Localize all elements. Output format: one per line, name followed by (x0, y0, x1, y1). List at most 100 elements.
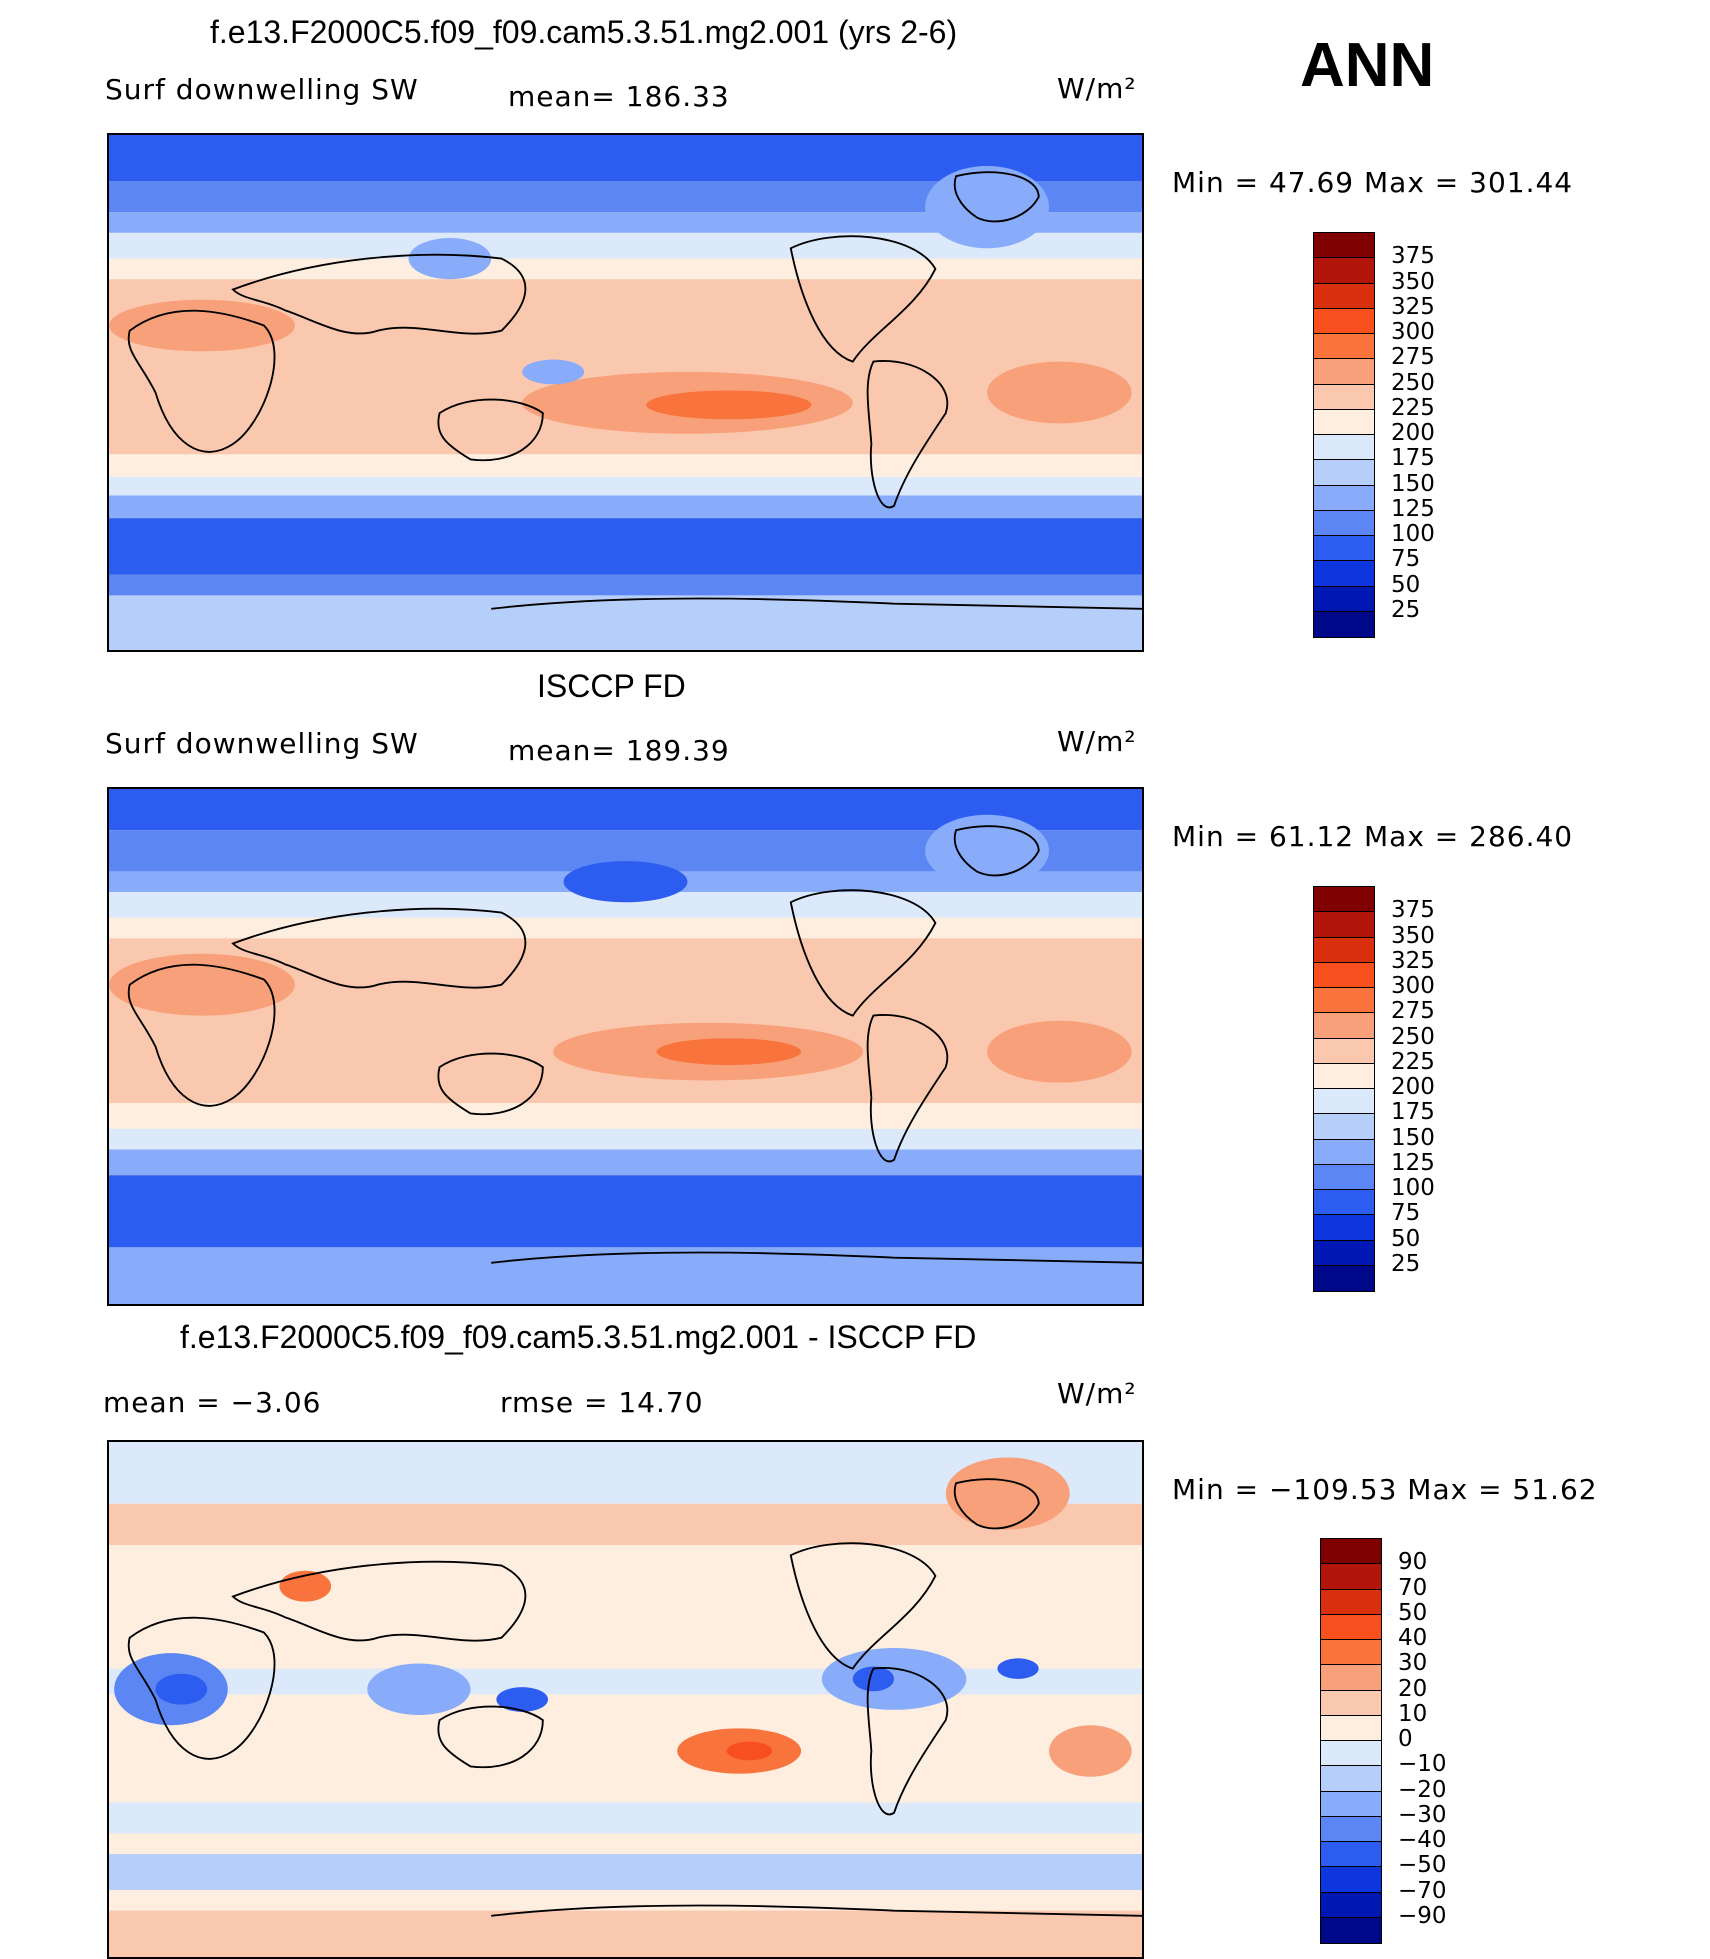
colorbar-swatch (1314, 1215, 1374, 1241)
colorbar-swatch (1314, 1139, 1374, 1165)
colorbar-swatch (1314, 435, 1374, 461)
colorbar-swatch (1321, 1917, 1381, 1943)
panel-diff-title: f.e13.F2000C5.f09_f09.cam5.3.51.mg2.001 … (180, 1319, 977, 1355)
colorbar-tick-label: 325 (1391, 293, 1435, 320)
colorbar-tick-label: −90 (1398, 1902, 1447, 1929)
colorbar-swatch (1314, 962, 1374, 988)
colorbar-tick-label: 125 (1391, 1149, 1435, 1176)
colorbar-swatch (1314, 334, 1374, 360)
colorbar-tick-label: 150 (1391, 1124, 1435, 1151)
colorbar-tick-label: 225 (1391, 394, 1435, 421)
colorbar-tick-label: 350 (1391, 268, 1435, 295)
colorbar-swatch (1314, 409, 1374, 435)
panel-diff-rmse-label: rmse = 14.70 (500, 1386, 704, 1419)
colorbar-tick-label: 275 (1391, 344, 1435, 371)
colorbar-swatch (1321, 1589, 1381, 1615)
colorbar-swatch (1314, 384, 1374, 410)
colorbar-swatch (1321, 1766, 1381, 1792)
colorbar-tick-label: 125 (1391, 495, 1435, 522)
panel-model-mean-label: mean= 186.33 (508, 80, 730, 113)
colorbar-tick-label: 325 (1391, 947, 1435, 974)
colorbar-swatch (1321, 1741, 1381, 1767)
colorbar-swatch (1314, 460, 1374, 486)
panel-obs-minmax: Min = 61.12 Max = 286.40 (1172, 820, 1574, 853)
colorbar-swatch (1314, 887, 1374, 913)
colorbar-tick-label: 200 (1391, 1074, 1435, 1100)
map-obs (107, 787, 1144, 1306)
colorbar-swatch (1321, 1614, 1381, 1640)
colorbar-swatch (1321, 1539, 1381, 1565)
colorbar-tick-label: 100 (1391, 1175, 1435, 1201)
colorbar-swatch (1321, 1791, 1381, 1817)
colorbar-tick-label: 300 (1391, 319, 1435, 345)
colorbar-tick-label: 375 (1391, 897, 1435, 924)
panel-diff-colorbar (1320, 1538, 1382, 1944)
colorbar-tick-label: 350 (1391, 922, 1435, 949)
colorbar-swatch (1314, 1114, 1374, 1140)
colorbar-tick-label: 150 (1391, 470, 1435, 497)
map-diff (107, 1440, 1144, 1959)
colorbar-swatch (1314, 1164, 1374, 1190)
panel-model-title: f.e13.F2000C5.f09_f09.cam5.3.51.mg2.001 … (210, 14, 958, 50)
panel-obs-colorbar-ticks: 375 350 325 300 275 250 225 200 175 150 125 100 75 50… (1391, 886, 1511, 1290)
colorbar-tick-label: −30 (1398, 1801, 1447, 1828)
colorbar-swatch (1314, 485, 1374, 511)
colorbar-swatch (1321, 1640, 1381, 1666)
colorbar-swatch (1314, 988, 1374, 1014)
colorbar-tick-label: 70 (1398, 1574, 1428, 1601)
colorbar-tick-label: 175 (1391, 1099, 1435, 1126)
colorbar-tick-label: 200 (1391, 420, 1435, 446)
colorbar-swatch (1314, 1089, 1374, 1115)
colorbar-tick-label: 75 (1391, 1200, 1421, 1227)
map-obs-field (109, 789, 1142, 1304)
panel-obs-colorbar (1313, 886, 1375, 1292)
colorbar-swatch (1314, 561, 1374, 587)
colorbar-swatch (1321, 1892, 1381, 1918)
panel-obs-title: ISCCP FD (537, 668, 686, 704)
colorbar-swatch (1321, 1665, 1381, 1691)
colorbar-swatch (1314, 1063, 1374, 1089)
colorbar-tick-label: 50 (1398, 1599, 1428, 1626)
colorbar-tick-label: 275 (1391, 998, 1435, 1025)
colorbar-swatch (1321, 1564, 1381, 1590)
colorbar-swatch (1314, 308, 1374, 334)
panel-model-minmax: Min = 47.69 Max = 301.44 (1172, 166, 1574, 199)
colorbar-swatch (1314, 536, 1374, 562)
colorbar-swatch (1314, 1190, 1374, 1216)
colorbar-tick-label: 75 (1391, 546, 1421, 573)
colorbar-swatch (1321, 1867, 1381, 1893)
colorbar-tick-label: 175 (1391, 445, 1435, 472)
colorbar-swatch (1314, 1240, 1374, 1266)
colorbar-swatch (1314, 937, 1374, 963)
colorbar-swatch (1314, 359, 1374, 385)
colorbar-tick-label: 50 (1391, 571, 1421, 598)
colorbar-swatch (1314, 283, 1374, 309)
colorbar-tick-label: 300 (1391, 973, 1435, 999)
colorbar-tick-label: −10 (1398, 1751, 1447, 1778)
colorbar-swatch (1314, 611, 1374, 637)
panel-diff-units: W/m² (1057, 1377, 1137, 1410)
colorbar-tick-label: 0 (1398, 1726, 1413, 1752)
panel-obs-variable-label: Surf downwelling SW (105, 727, 419, 760)
panel-obs-mean-label: mean= 189.39 (508, 734, 730, 767)
colorbar-tick-label: 40 (1398, 1625, 1428, 1651)
colorbar-swatch (1314, 912, 1374, 938)
colorbar-swatch (1314, 1265, 1374, 1291)
colorbar-swatch (1314, 233, 1374, 259)
colorbar-tick-label: −50 (1398, 1852, 1447, 1879)
colorbar-tick-label: 100 (1391, 521, 1435, 547)
season-label: ANN (1300, 31, 1435, 100)
colorbar-tick-label: 250 (1391, 369, 1435, 396)
panel-obs-units: W/m² (1057, 725, 1137, 758)
colorbar-tick-label: 250 (1391, 1023, 1435, 1050)
colorbar-tick-label: 20 (1398, 1675, 1428, 1702)
colorbar-swatch (1314, 1013, 1374, 1039)
colorbar-swatch (1314, 510, 1374, 536)
panel-model-colorbar (1313, 232, 1375, 638)
colorbar-tick-label: 25 (1391, 596, 1421, 623)
colorbar-tick-label: 25 (1391, 1250, 1421, 1277)
colorbar-tick-label: −20 (1398, 1776, 1447, 1803)
map-model-field (109, 135, 1142, 650)
panel-model-colorbar-ticks: 375 350 325 300 275 250 225 200 175 150 125 100 75 50… (1391, 232, 1511, 636)
colorbar-swatch (1321, 1690, 1381, 1716)
